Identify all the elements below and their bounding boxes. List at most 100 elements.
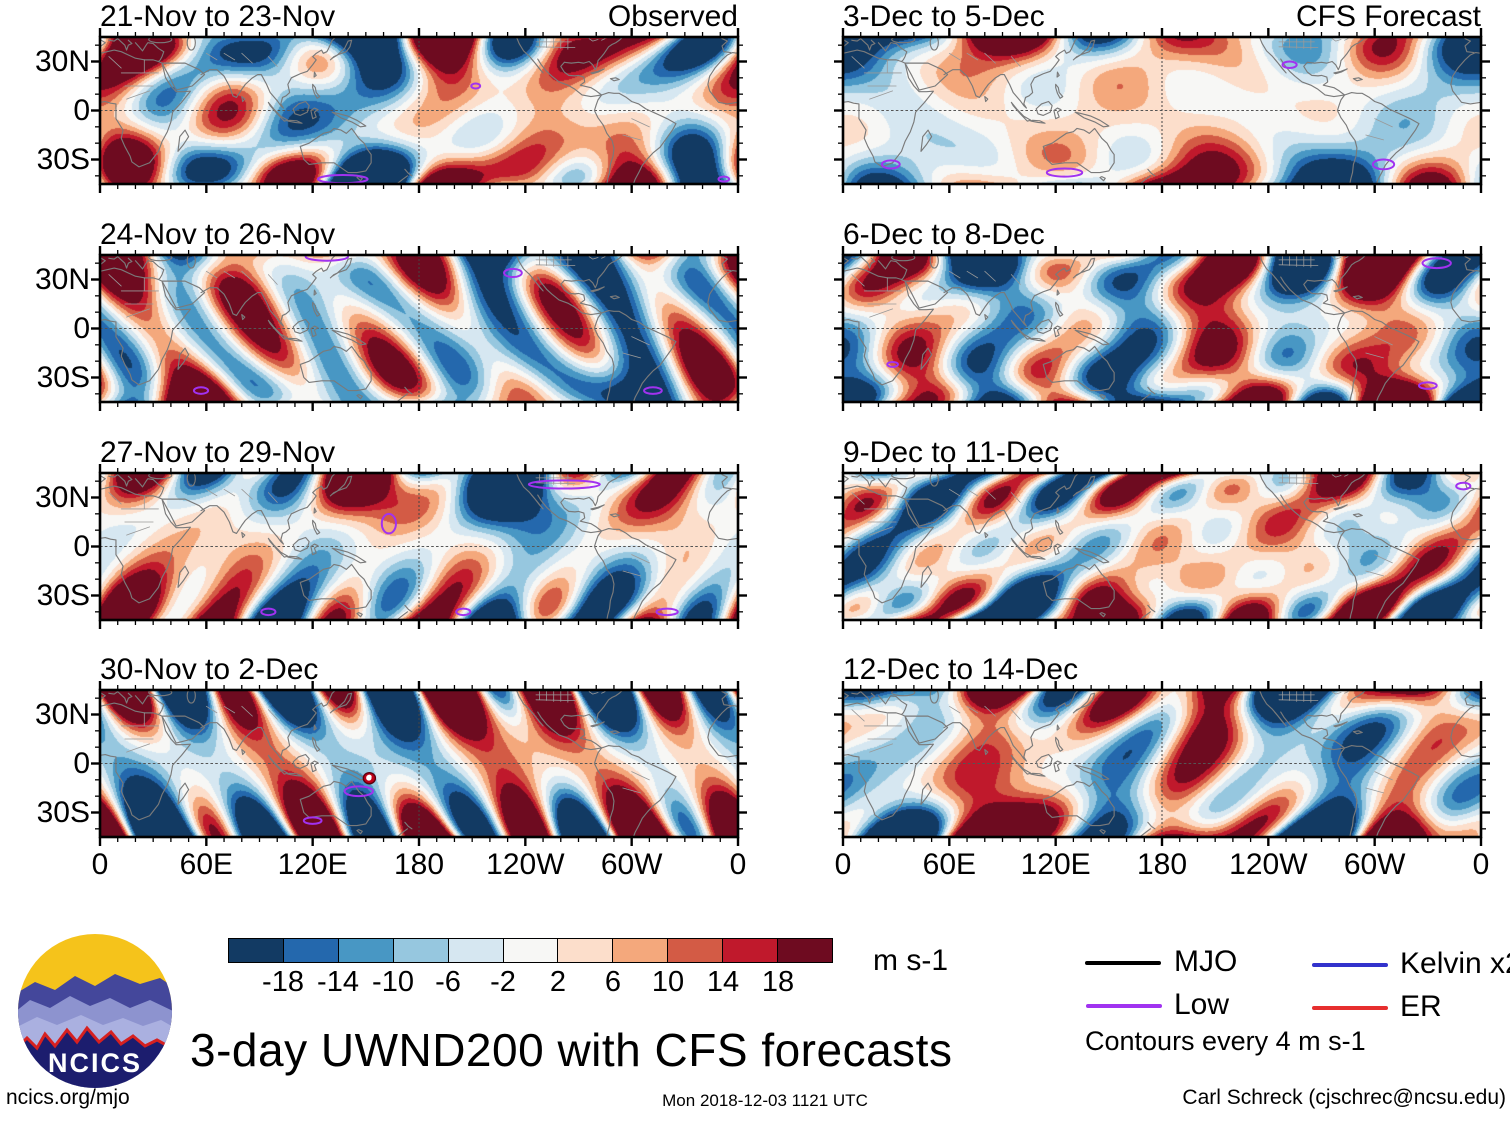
colorbar-tick-label: 14 [706,966,740,998]
panel-frame-and-ticks [91,246,747,411]
column-label-cfs-forecast: CFS Forecast [1295,0,1481,33]
y-axis-tick-label: 30S [36,795,90,829]
y-axis-tick-label: 30N [34,44,90,78]
low-contour [529,480,600,488]
low-contour [656,609,677,616]
colorbar-segment [283,939,339,962]
low-contour [1373,160,1394,170]
figure-title: 3-day UWND200 with CFS forecasts [190,1024,953,1076]
colorbar-tick-label: -6 [435,966,461,998]
low-contour [1456,483,1470,490]
x-axis-tick-label: 120W [486,848,565,881]
colorbar-segment [503,939,559,962]
panel-frame-and-ticks [91,28,747,193]
legend-note: Contours every 4 m s-1 [1085,1026,1366,1056]
legend-label-low: Low [1174,988,1230,1021]
map-overlay [843,473,1481,620]
legend-line-low [1086,1004,1162,1008]
low-contour [1047,168,1082,176]
map-overlay [100,690,738,837]
colorbar-segment [668,939,724,962]
low-contour [1419,382,1437,389]
map-overlay [843,690,1481,837]
x-axis-tick-label: 120E [1020,848,1091,881]
x-axis-tick-label: 0 [91,848,109,881]
colorbar-tick-label: -10 [372,966,414,998]
x-axis-tick-label: 60W [600,848,663,881]
map-overlay [100,255,738,402]
colorbar-tick-label: 18 [761,966,795,998]
ncics-logo: NCICS [18,934,172,1088]
colorbar-tick-label: 6 [604,966,622,998]
colorbar-tick-label: 2 [549,966,567,998]
legend-label-kelvin: Kelvin x2 [1400,947,1510,980]
panel-frame-and-ticks [834,464,1490,629]
map-overlay [843,255,1481,402]
y-axis-tick-label: 30N [34,697,90,731]
panel-frame-and-ticks [834,28,1490,193]
colorbar-segment [778,939,832,962]
map-panel-observed-3 [91,464,747,629]
legend-label-er: ER [1400,990,1442,1023]
map-panel-forecast-3 [834,464,1490,629]
panel-title-obs-1: 21-Nov to 23-Nov [100,0,336,33]
footer-url: ncics.org/mjo [6,1086,130,1109]
low-contour [261,609,275,616]
colorbar-segment [613,939,669,962]
panel-frame-and-ticks [834,246,1490,411]
colorbar-tick-label: -14 [317,966,359,998]
map-panel-observed-2 [91,246,747,411]
y-axis-tick-label: 30N [34,480,90,514]
panel-title-fcst-4: 12-Dec to 14-Dec [843,653,1079,686]
panel-frame-and-ticks [91,464,747,629]
colorbar-segment [558,939,614,962]
map-panel-forecast-1 [834,28,1490,193]
panel-frame-and-ticks [91,681,747,846]
y-axis-tick-label: 0 [73,311,90,345]
low-contour [194,387,208,394]
panel-frame-and-ticks [834,681,1490,846]
colorbar-segment [393,939,449,962]
low-contour [304,817,322,824]
legend-line-kelvin [1312,963,1388,967]
legend-line-mjo [1085,961,1161,965]
panel-title-fcst-3: 9-Dec to 11-Dec [843,436,1060,469]
map-panel-observed-1 [91,28,747,193]
x-axis-tick-label: 180 [393,848,445,881]
low-contour [644,387,662,394]
low-contour [471,84,480,89]
logo-red-ridgeline [18,1025,172,1052]
low-contour [719,177,730,182]
x-axis-tick-label: 60W [1343,848,1406,881]
low-contour [1423,258,1451,268]
colorbar-tick-label: -2 [490,966,516,998]
logo-foreground [18,1028,172,1088]
colorbar-segment [723,939,779,962]
x-axis-tick-label: 120W [1229,848,1308,881]
colorbar-segment [448,939,504,962]
map-panel-forecast-2 [834,246,1490,411]
low-contour [504,269,522,277]
logo-text: NCICS [48,1048,142,1078]
footer-timestamp: Mon 2018-12-03 1121 UTC [662,1091,868,1110]
y-axis-tick-label: 0 [73,529,90,563]
colorbar-segment [338,939,394,962]
colorbar [228,938,833,963]
y-axis-tick-label: 0 [73,93,90,127]
map-overlay [843,37,1481,184]
panel-title-fcst-2: 6-Dec to 8-Dec [843,218,1045,251]
panel-title-fcst-1: 3-Dec to 5-Dec [843,0,1045,33]
x-axis-tick-label: 180 [1136,848,1188,881]
footer-credit: Carl Schreck (cjschrec@ncsu.edu) [1182,1086,1506,1109]
y-axis-tick-label: 30S [36,142,90,176]
tropical-cyclone-marker [363,773,375,784]
low-contour [887,362,898,367]
column-label-observed: Observed [607,0,738,33]
x-axis-tick-label: 0 [1472,848,1490,881]
x-axis-tick-label: 120E [277,848,348,881]
map-panel-observed-4 [91,681,747,846]
legend-label-mjo: MJO [1174,945,1238,978]
colorbar-tick-label: 10 [651,966,685,998]
x-axis-tick-label: 0 [729,848,747,881]
